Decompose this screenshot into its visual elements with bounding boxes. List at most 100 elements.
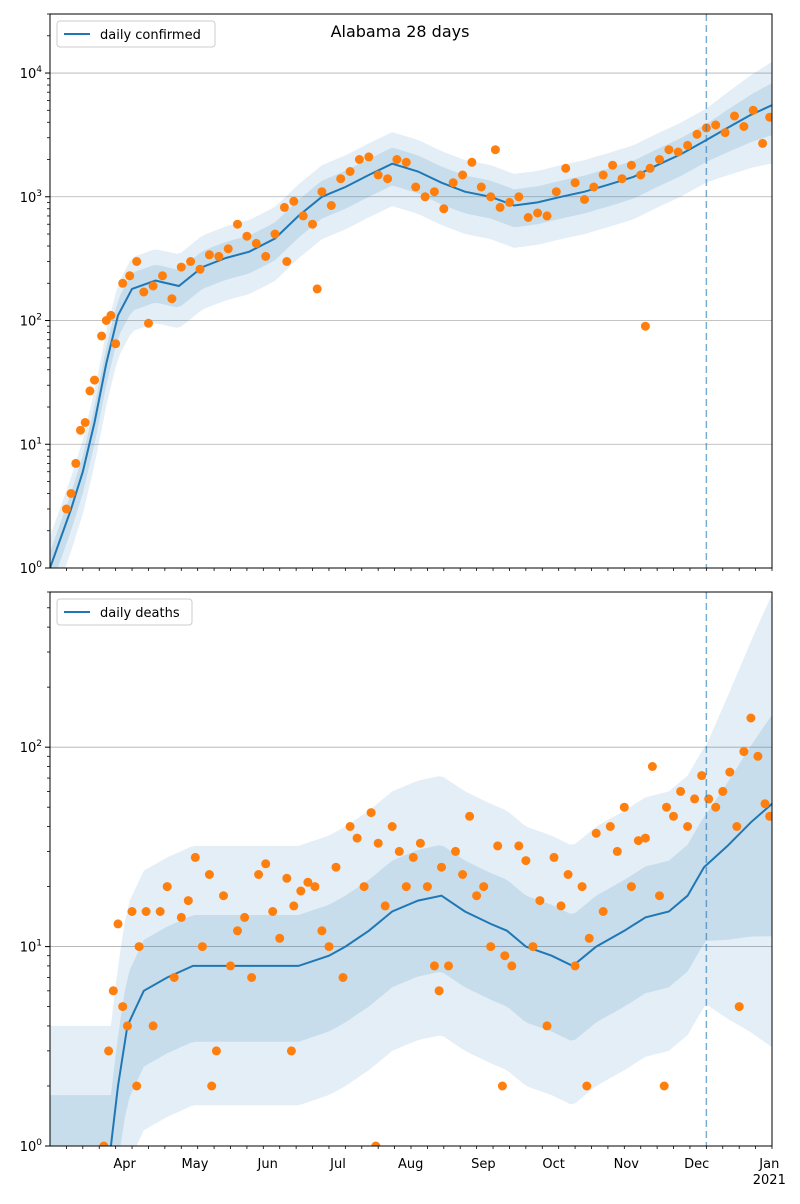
data-point [214, 251, 224, 261]
data-point [108, 986, 118, 996]
data-point [493, 841, 503, 851]
uncertainty-band [50, 83, 772, 568]
legend-label: daily deaths [100, 606, 180, 621]
plot-area [50, 61, 772, 568]
data-point [226, 961, 235, 971]
x-tick-label: Oct [542, 1157, 564, 1172]
data-point [521, 856, 531, 866]
data-point [176, 912, 186, 922]
data-point [371, 1141, 381, 1146]
data-point [434, 986, 444, 996]
data-point [122, 1021, 132, 1031]
data-point [254, 870, 264, 879]
data-point [310, 882, 320, 892]
data-point [645, 163, 655, 173]
data-point [411, 182, 421, 192]
x-tick-year-label: 2021 [753, 1173, 786, 1188]
data-point [626, 160, 636, 170]
data-point [268, 907, 278, 916]
data-point [247, 973, 257, 982]
data-point [577, 882, 587, 892]
legend: daily confirmed [56, 20, 216, 48]
x-tick-label: Nov [614, 1157, 640, 1172]
data-point [286, 1046, 296, 1056]
data-point [676, 786, 686, 796]
data-point [528, 942, 538, 952]
data-point [338, 973, 348, 982]
data-point [683, 140, 693, 150]
data-point [725, 767, 735, 777]
data-point [608, 160, 618, 170]
data-point [204, 870, 214, 879]
data-point [535, 896, 545, 906]
data-point [472, 891, 482, 901]
data-point [551, 187, 561, 197]
data-point [111, 339, 121, 349]
x-tick-label: Sep [471, 1157, 496, 1172]
data-point [711, 802, 721, 812]
data-point [127, 907, 137, 916]
data-point [167, 294, 177, 304]
data-point [439, 204, 449, 214]
data-point [401, 882, 411, 892]
data-point [467, 157, 477, 167]
data-point [242, 231, 252, 241]
data-point [556, 901, 566, 911]
y-tick-label: 100 [20, 560, 43, 577]
data-point [619, 802, 629, 812]
data-point [211, 1046, 221, 1056]
data-point [148, 1021, 158, 1031]
x-tick-label: Dec [684, 1157, 709, 1172]
data-point [507, 961, 517, 971]
data-point [207, 1081, 217, 1091]
data-point [298, 211, 308, 221]
data-point [282, 873, 292, 883]
data-point [144, 318, 153, 328]
data-point [195, 264, 205, 274]
data-point [125, 271, 135, 281]
data-point [655, 891, 664, 901]
data-point [626, 882, 636, 892]
data-point [765, 112, 772, 122]
data-point [331, 862, 341, 872]
data-point [662, 802, 671, 812]
data-point [570, 178, 580, 188]
data-point [134, 942, 144, 952]
data-point [80, 418, 90, 427]
plot-area [50, 594, 772, 1146]
data-point [352, 833, 362, 843]
data-point [561, 163, 571, 173]
data-point [514, 841, 524, 851]
x-tick-label: Jul [329, 1157, 346, 1172]
data-point [106, 310, 116, 320]
y-tick-label: 104 [20, 65, 43, 82]
data-point [380, 901, 390, 911]
data-point [429, 187, 439, 197]
data-point [158, 271, 167, 281]
data-point [420, 192, 430, 202]
data-point [345, 167, 355, 176]
data-point [669, 811, 678, 821]
data-point [589, 182, 599, 192]
data-point [486, 942, 496, 952]
data-point [598, 170, 608, 180]
data-point [155, 907, 165, 916]
data-point [118, 1002, 128, 1012]
data-point [99, 1141, 109, 1146]
data-point [345, 822, 355, 831]
panel-0: 100 101 102 103 104 daily confirmed [20, 13, 773, 577]
data-point [500, 951, 510, 961]
x-tick-label: Jan [758, 1157, 779, 1172]
data-point [760, 799, 770, 809]
data-point [176, 262, 186, 272]
uncertainty-band [50, 594, 772, 1146]
y-tick-label: 102 [20, 313, 42, 330]
data-point [640, 321, 650, 331]
uncertainty-band [50, 714, 772, 1146]
data-point [617, 174, 627, 184]
data-point [336, 174, 346, 184]
data-point [219, 891, 228, 901]
data-point [497, 1081, 507, 1091]
data-point [753, 751, 763, 761]
